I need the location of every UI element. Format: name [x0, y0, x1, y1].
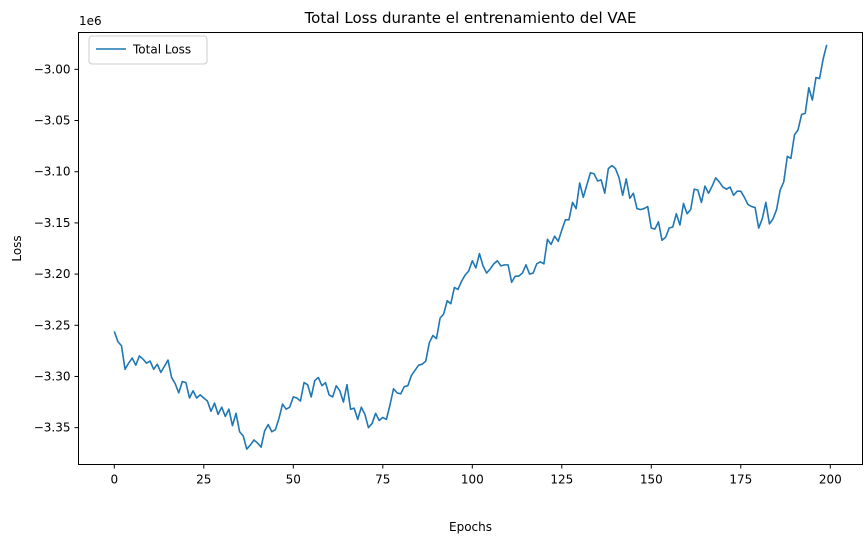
y-offset-label: 1e6 — [79, 14, 102, 28]
legend-label-total-loss: Total Loss — [132, 43, 191, 57]
y-axis: −3.35 −3.30 −3.25 −3.20 −3.15 −3.10 −3.05 −3.00 — [34, 62, 79, 435]
y-tick-label: −3.35 — [34, 421, 71, 435]
series-line-total-loss — [113, 44, 828, 450]
x-tick-label: 0 — [110, 473, 118, 487]
x-tick-label: 100 — [461, 473, 484, 487]
legend: Total Loss — [88, 35, 208, 65]
y-axis-label: Loss — [10, 235, 24, 261]
axes-frame — [78, 32, 863, 465]
x-axis: 0 25 50 75 100 125 150 175 200 — [110, 464, 842, 487]
y-tick-label: −3.00 — [34, 62, 71, 76]
legend-box — [88, 35, 208, 65]
y-tick-label: −3.10 — [34, 165, 71, 179]
y-tick-label: −3.25 — [34, 318, 71, 332]
x-tick-label: 175 — [729, 473, 752, 487]
y-tick-label: −3.20 — [34, 267, 71, 281]
x-axis-label: Epochs — [449, 520, 492, 534]
x-tick-label: 200 — [819, 473, 842, 487]
x-tick-label: 150 — [640, 473, 663, 487]
y-tick-label: −3.30 — [34, 369, 71, 383]
x-tick-label: 125 — [550, 473, 573, 487]
y-tick-label: −3.15 — [34, 216, 71, 230]
x-tick-label: 75 — [375, 473, 390, 487]
x-tick-label: 50 — [286, 473, 301, 487]
plot-area — [113, 44, 828, 450]
chart-title: Total Loss durante el entrenamiento del … — [304, 9, 637, 27]
x-tick-label: 25 — [196, 473, 211, 487]
y-tick-label: −3.05 — [34, 114, 71, 128]
